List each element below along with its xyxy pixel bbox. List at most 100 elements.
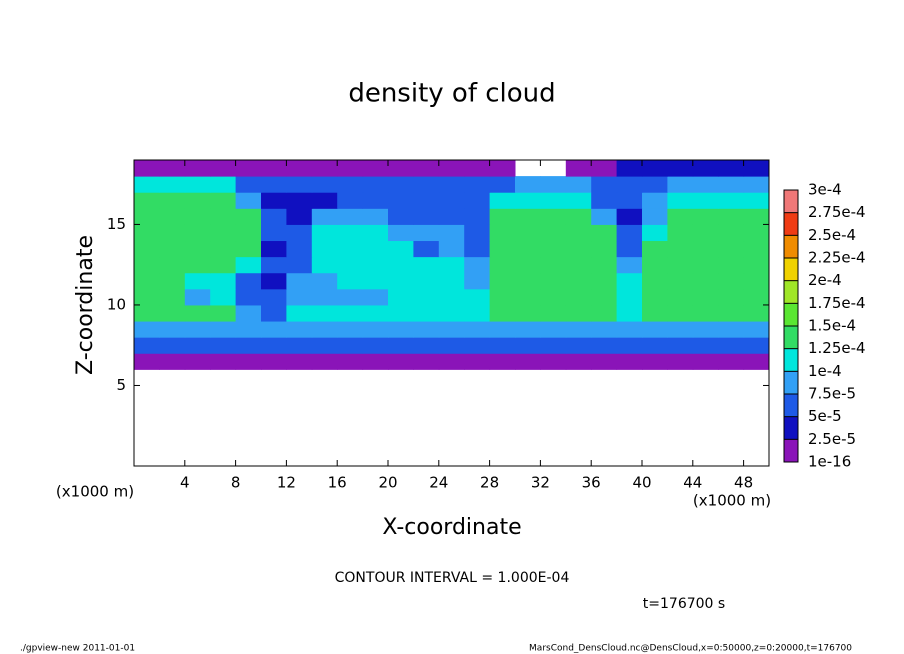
cell [311,160,338,177]
cell [235,192,262,209]
cell [515,192,541,209]
cell [540,208,567,225]
cell [337,304,364,322]
y-tick-label: 5 [116,376,126,394]
cell [235,337,262,354]
cell [388,256,414,274]
cell [692,272,719,290]
cell [540,240,567,258]
cell [489,192,516,209]
cell [616,272,643,290]
cell [515,240,541,258]
cell [184,208,211,225]
cell [692,353,719,370]
cell [388,304,414,322]
x-tick-label: 28 [480,474,499,492]
cell [616,160,643,177]
cell [438,208,465,225]
cell [464,192,491,209]
cell [438,176,465,193]
cell [565,176,592,193]
cell [692,337,719,354]
cell [540,192,567,209]
cell [159,353,186,370]
colorbar-box [784,416,798,440]
cell [540,304,567,322]
cell [489,272,516,290]
cell [438,288,465,306]
colorbar-box [784,235,798,258]
cell [413,160,440,177]
cell [134,304,160,322]
cell [184,337,211,354]
cell [184,176,211,193]
colorbar-box [784,348,798,372]
cell [642,288,668,306]
cell [388,288,414,306]
cell [134,208,160,225]
x-unit: (x1000 m) [693,492,771,510]
x-tick-label: 40 [632,474,651,492]
cell [388,337,414,354]
cell [413,240,440,258]
cell [489,337,516,354]
cell [642,176,668,193]
cell [261,321,287,338]
cell [184,288,211,306]
colorbar-box [784,280,798,304]
cell [642,304,668,322]
cell [134,272,160,290]
cell [616,192,643,209]
cell [515,353,541,370]
cell [210,224,237,242]
cell [515,304,541,322]
cell [413,256,440,274]
cell [718,160,745,177]
cell [134,240,160,258]
cell [616,353,643,370]
cell [261,192,287,209]
cell [261,256,287,274]
cell [591,272,618,290]
cell [591,176,618,193]
cell [692,321,719,338]
cell [210,321,237,338]
colorbar-label: 1e-16 [808,453,851,471]
colorbar-label: 5e-5 [808,407,842,425]
colorbar-box [784,326,798,349]
cell [692,240,719,258]
cell [743,256,770,274]
cell [515,224,541,242]
cell [718,304,745,322]
cell [235,176,262,193]
cell [591,353,618,370]
cell [134,353,160,370]
cell [210,176,237,193]
cell [286,160,313,177]
cell [337,337,364,354]
cell [134,224,160,242]
x-tick-label: 48 [734,474,753,492]
cell [667,272,694,290]
cell [642,353,668,370]
cell [337,256,364,274]
cell [616,208,643,225]
cell [515,321,541,338]
cell [261,160,287,177]
colorbar-label: 2.75e-4 [808,203,866,221]
cell [565,208,592,225]
cell [591,288,618,306]
colorbar-box [784,394,798,417]
cell [413,288,440,306]
colorbar-label: 3e-4 [808,181,842,199]
colorbar-box [784,303,798,326]
cell [565,304,592,322]
cell [286,256,313,274]
cell [362,240,389,258]
cell [184,160,211,177]
cell [743,288,770,306]
cell [388,321,414,338]
cell [210,208,237,225]
cell [743,208,770,225]
